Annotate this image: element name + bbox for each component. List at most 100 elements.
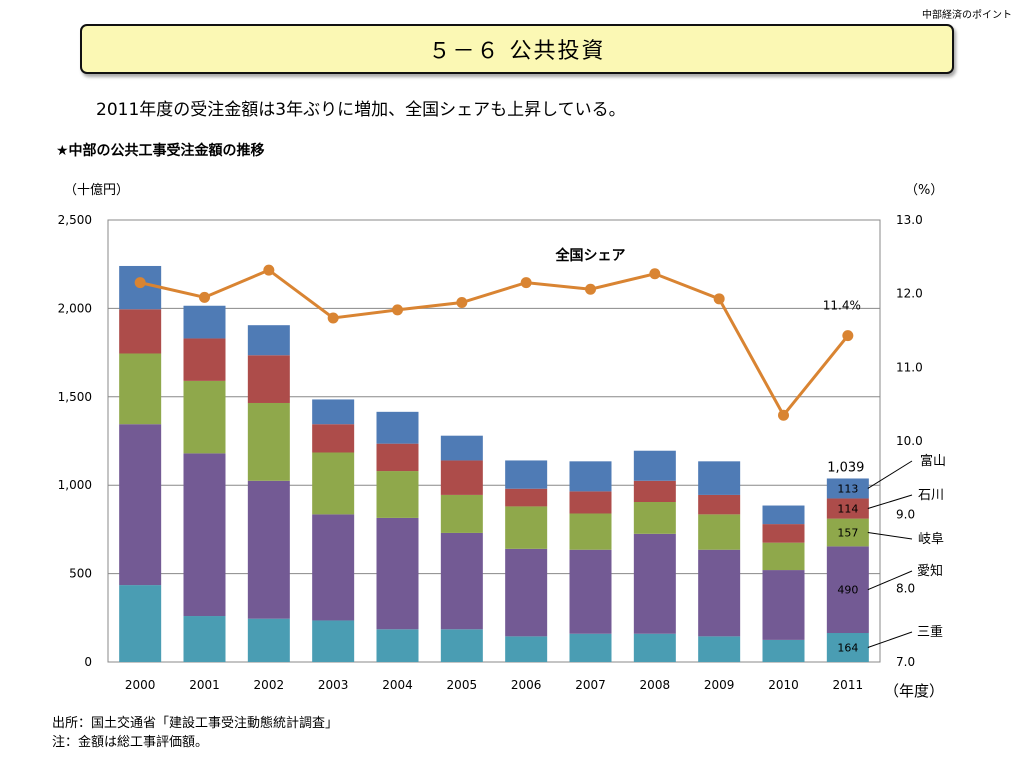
x-tick-label: 2004: [382, 678, 413, 692]
bar-segment: [440, 532, 483, 630]
bar-segment: [762, 639, 805, 662]
source-note: 出所：国土交通省「建設工事受注動態統計調査」: [52, 716, 339, 731]
bar-segment: [762, 505, 805, 525]
left-axis-unit: （十億円）: [64, 182, 129, 198]
bar-segment: [183, 453, 226, 617]
share-line: [139, 268, 849, 418]
bar-segment: [247, 325, 290, 356]
bar-segment: [376, 443, 419, 472]
corner-note: 中部経済のポイント: [922, 10, 1012, 21]
legend-leader-line: [867, 631, 913, 648]
bar-segment: [569, 461, 612, 492]
bar-segment: [826, 498, 869, 519]
bar-segment: [376, 517, 419, 630]
legend-label: 愛知: [917, 563, 943, 579]
bar-segment: [762, 542, 805, 571]
bar-segment: [376, 411, 419, 444]
share-point: [263, 264, 275, 276]
bar-segment: [633, 633, 676, 662]
bar-segment: [312, 424, 355, 453]
total-2011-label: 1,039: [827, 460, 864, 475]
segment-value-label: 164: [837, 642, 858, 655]
bar-segment: [826, 518, 869, 547]
bar-segment: [440, 435, 483, 461]
bar-segment: [119, 424, 162, 586]
bar-segment: [312, 620, 355, 662]
bar-segment: [119, 585, 162, 662]
x-axis-label: （年度）: [884, 682, 944, 700]
bar-segment: [698, 461, 741, 495]
segment-value-label: 490: [837, 584, 858, 597]
segment-value-label: 114: [837, 503, 858, 516]
share-line-label: 全国シェア: [555, 247, 626, 264]
bar-segment: [633, 533, 676, 634]
x-tick-label: 2007: [575, 678, 606, 692]
y2-tick-label: 9.0: [896, 508, 915, 522]
y2-tick-label: 11.0: [896, 360, 923, 374]
share-point: [778, 409, 789, 421]
bar-segment: [183, 380, 226, 454]
bar-segment: [698, 514, 741, 550]
chart-title: ★中部の公共工事受注金額の推移: [56, 143, 265, 159]
y2-tick-label: 8.0: [896, 581, 915, 595]
bar-segment: [376, 629, 419, 662]
bar-segment: [505, 636, 548, 662]
x-tick-label: 2009: [704, 678, 735, 692]
bar-segment: [440, 460, 483, 495]
legend-leader-line: [867, 494, 913, 510]
y-tick-label: 1,500: [58, 390, 92, 404]
bar-segment: [505, 548, 548, 637]
bar-segment: [762, 524, 805, 543]
legend-leader-line: [867, 460, 913, 489]
amount-note: 注：金額は総工事評価額。: [52, 735, 209, 750]
y-tick-label: 0: [84, 655, 92, 669]
x-tick-label: 2000: [125, 678, 156, 692]
share-point: [327, 312, 339, 324]
bar-segment: [312, 452, 355, 515]
bar-segment: [440, 629, 483, 662]
bar-segment: [440, 494, 483, 533]
bar-segment: [762, 570, 805, 640]
bar-segment: [183, 338, 226, 381]
bar-segment: [698, 636, 741, 662]
legend-label: 岐阜: [918, 531, 944, 547]
bar-segment: [633, 450, 676, 481]
y-tick-label: 2,500: [58, 213, 92, 227]
x-tick-label: 2006: [511, 678, 542, 692]
share-point: [456, 297, 468, 309]
bar-segment: [312, 514, 355, 621]
bar-segment: [247, 618, 290, 662]
bar-segment: [698, 494, 741, 515]
bar-segment: [119, 353, 162, 425]
legend-label: 富山: [920, 453, 946, 469]
bar-segment: [247, 480, 290, 619]
bar-segment: [633, 501, 676, 534]
bar-segment: [569, 549, 612, 634]
bar-segment: [247, 402, 290, 481]
bar-segment: [376, 471, 419, 518]
y-tick-label: 500: [69, 567, 92, 581]
legend-label: 石川: [918, 488, 944, 503]
bar-segment: [505, 506, 548, 549]
legend-leader-line: [867, 570, 913, 591]
share-point: [842, 330, 854, 342]
segment-value-label: 157: [837, 526, 858, 539]
bar-segment: [183, 616, 226, 662]
x-tick-label: 2008: [640, 678, 671, 692]
share-point: [713, 293, 725, 305]
y2-tick-label: 12.0: [896, 287, 923, 301]
grid-layer: [107, 219, 881, 663]
x-tick-label: 2005: [447, 678, 478, 692]
legend-label: 三重: [917, 624, 943, 640]
y2-tick-label: 10.0: [896, 434, 923, 448]
y-tick-label: 1,000: [58, 478, 92, 492]
bar-segment: [119, 309, 162, 354]
label-layer: 0 500 1,000 1,500 2,000 2,500 7.0 8.0 9.0 10.0 11.…: [58, 182, 946, 700]
bar-segment: [505, 460, 548, 489]
bar-segment: [698, 549, 741, 637]
y2-tick-label: 13.0: [896, 213, 923, 227]
bar-segment: [505, 488, 548, 507]
footnotes: 出所：国土交通省「建設工事受注動態統計調査」 注：金額は総工事評価額。: [52, 714, 338, 752]
y-tick-label: 2,000: [58, 301, 92, 315]
